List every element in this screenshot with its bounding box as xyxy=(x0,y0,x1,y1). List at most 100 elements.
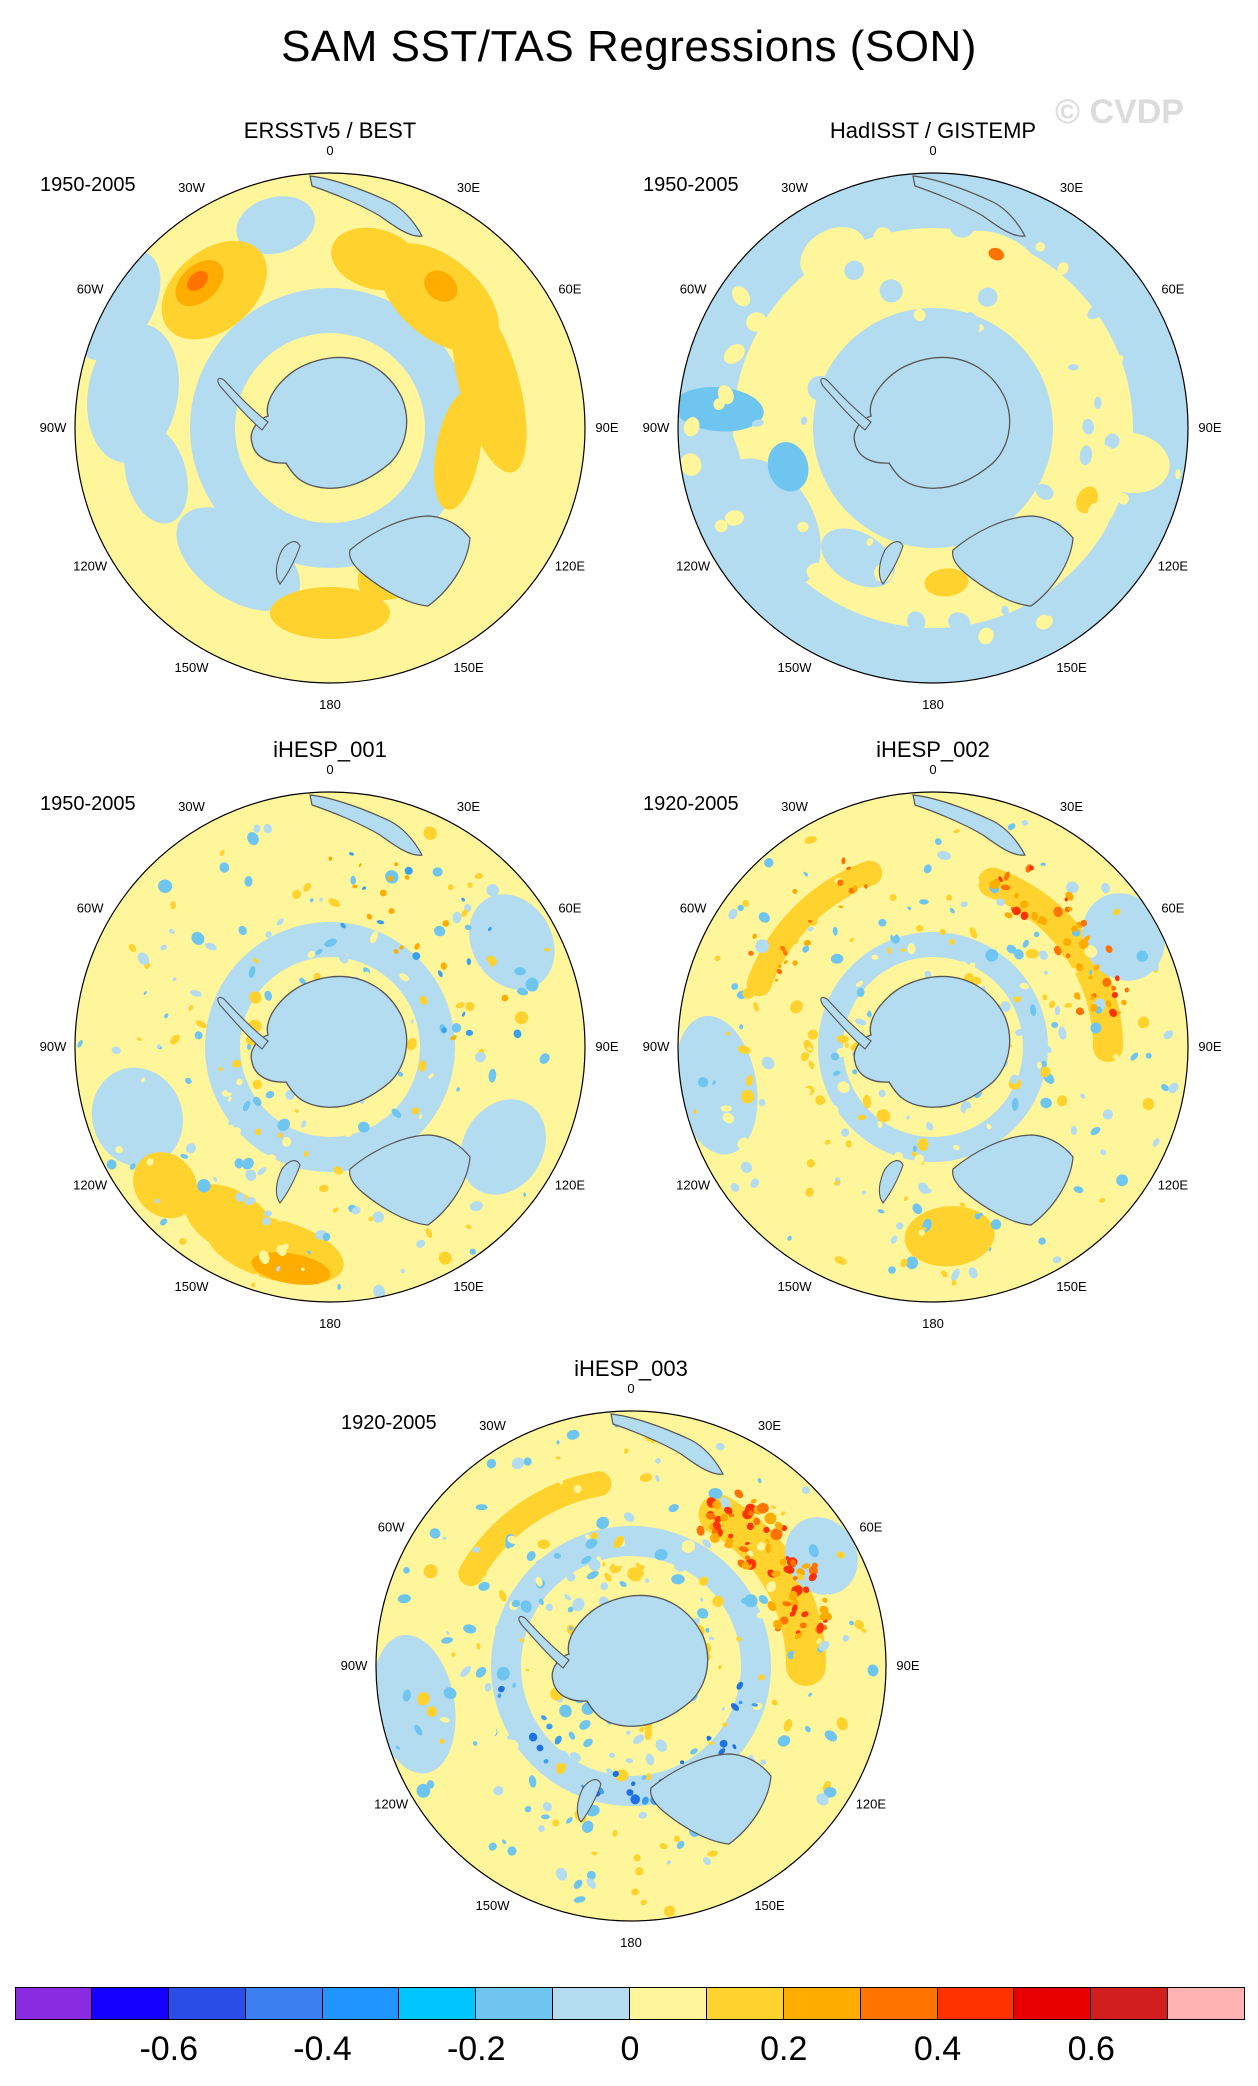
noise-speck xyxy=(461,1011,466,1017)
map-panel-ihesp-003: 0 30E 60E 90E 120E 150E 180 150W 120W 90W 60W 30W i… xyxy=(331,1356,931,1976)
noise-speck xyxy=(736,1681,744,1690)
noise-speck xyxy=(538,1598,544,1606)
noise-speck xyxy=(1054,1005,1061,1016)
noise-speck xyxy=(1063,938,1072,947)
noise-speck xyxy=(352,884,358,889)
longitude-label: 30E xyxy=(1060,799,1083,814)
noise-speck xyxy=(805,1603,812,1610)
noise-speck xyxy=(676,1542,683,1549)
noise-speck xyxy=(1065,953,1071,959)
noise-speck xyxy=(888,1266,896,1274)
noise-speck xyxy=(488,1068,497,1083)
noise-speck xyxy=(1064,1002,1073,1008)
noise-speck xyxy=(695,968,699,974)
noise-speck xyxy=(959,1202,966,1207)
noise-speck xyxy=(777,410,787,421)
noise-speck xyxy=(596,1516,610,1530)
warm-arc xyxy=(746,860,883,997)
map-boundary-circle xyxy=(677,172,1189,684)
noise-speck xyxy=(978,627,994,645)
noise-speck xyxy=(472,1741,478,1746)
map-boundary-circle xyxy=(677,791,1189,1303)
noise-speck xyxy=(819,1613,827,1621)
noise-speck xyxy=(1007,823,1016,831)
noise-speck xyxy=(1000,1001,1011,1012)
noise-speck xyxy=(1101,882,1111,894)
longitude-label: 150W xyxy=(175,660,210,675)
noise-speck xyxy=(328,856,333,861)
noise-speck xyxy=(585,1534,591,1539)
noise-speck xyxy=(745,1555,751,1560)
noise-speck xyxy=(496,1666,510,1681)
new-zealand-landmass xyxy=(576,1779,602,1823)
noise-speck xyxy=(1105,1000,1112,1008)
noise-speck xyxy=(1079,445,1093,466)
noise-speck xyxy=(399,945,404,950)
africa-landmass xyxy=(912,175,1026,237)
noise-speck xyxy=(730,1183,740,1192)
noise-speck xyxy=(1105,1017,1118,1028)
noise-speck xyxy=(249,991,262,1004)
noise-speck xyxy=(248,965,256,979)
polar-map: 0 30E 60E 90E 120E 150E 180 150W 120W 90W 60W 30W xyxy=(643,762,1222,1331)
noise-speck xyxy=(497,1693,502,1699)
polar-map: 0 30E 60E 90E 120E 150E 180 150W 120W 90W 60W 30W xyxy=(40,143,619,712)
noise-speck xyxy=(731,983,739,990)
noise-speck xyxy=(443,1687,457,1700)
noise-speck xyxy=(191,931,205,945)
noise-speck xyxy=(808,1692,813,1697)
noise-speck xyxy=(437,970,443,978)
noise-speck xyxy=(471,1709,485,1722)
noise-speck xyxy=(1071,925,1078,932)
noise-speck xyxy=(728,908,738,920)
noise-speck xyxy=(285,1090,295,1100)
longitude-label: 120E xyxy=(1158,559,1189,574)
noise-speck xyxy=(537,1539,551,1549)
noise-speck xyxy=(554,1429,561,1436)
noise-speck xyxy=(1088,975,1093,980)
noise-speck xyxy=(1105,945,1113,953)
noise-speck xyxy=(623,1448,629,1454)
noise-speck xyxy=(436,887,446,894)
noise-speck xyxy=(293,940,301,952)
noise-speck xyxy=(852,885,858,892)
noise-speck xyxy=(439,1717,450,1723)
noise-speck xyxy=(556,1440,560,1445)
warm-region xyxy=(251,1252,331,1285)
noise-speck xyxy=(773,1619,783,1630)
noise-speck xyxy=(282,1136,292,1147)
noise-speck xyxy=(1021,819,1029,826)
noise-speck xyxy=(307,1250,311,1255)
noise-speck xyxy=(1052,1256,1062,1264)
noise-speck xyxy=(501,1839,507,1844)
noise-speck xyxy=(472,1546,480,1554)
noise-speck xyxy=(1117,1011,1121,1015)
noise-speck xyxy=(949,907,955,914)
noise-speck xyxy=(756,1542,766,1551)
noise-speck xyxy=(569,1752,581,1762)
noise-speck xyxy=(809,915,818,926)
noise-speck xyxy=(1073,992,1081,1000)
noise-speck xyxy=(106,1159,117,1170)
longitude-label: 90W xyxy=(643,1039,670,1054)
noise-speck xyxy=(808,1060,815,1069)
noise-speck xyxy=(841,1128,850,1137)
noise-speck xyxy=(824,1730,838,1742)
noise-speck xyxy=(1109,1008,1118,1017)
noise-speck xyxy=(1020,911,1029,920)
noise-speck xyxy=(964,312,980,336)
noise-speck xyxy=(816,1622,824,1634)
noise-speck xyxy=(397,1594,411,1604)
new-zealand-landmass xyxy=(275,541,301,585)
noise-speck xyxy=(244,998,252,1007)
noise-speck xyxy=(441,1637,453,1644)
noise-speck xyxy=(832,926,838,936)
noise-speck xyxy=(158,879,173,894)
longitude-label: 180 xyxy=(922,697,944,712)
noise-speck xyxy=(185,1077,192,1085)
noise-speck xyxy=(732,286,751,307)
noise-speck xyxy=(1033,931,1040,938)
noise-speck xyxy=(554,1735,562,1745)
noise-speck xyxy=(1087,302,1107,320)
longitude-label: 90W xyxy=(40,420,67,435)
